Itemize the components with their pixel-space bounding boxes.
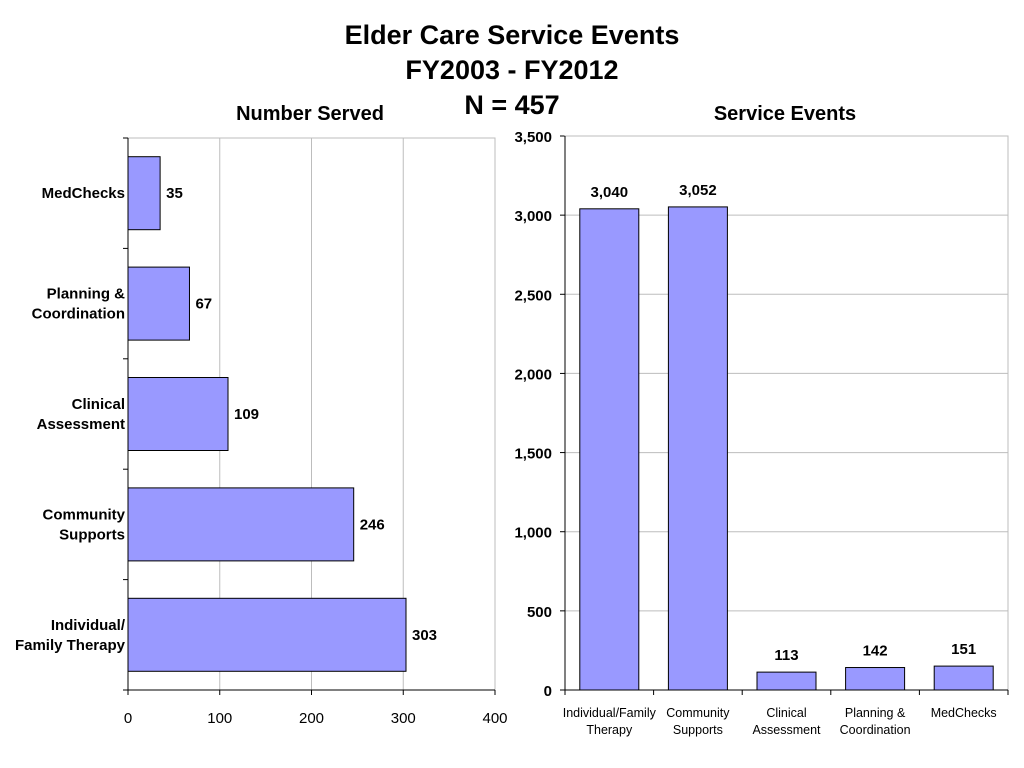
left-bar-value-label: 246 — [360, 516, 385, 533]
right-y-tick-label: 3,500 — [514, 129, 552, 146]
left-category-label: Community Supports — [43, 506, 126, 543]
right-y-tick-label: 1,000 — [514, 525, 552, 542]
right-y-tick-label: 1,500 — [514, 446, 552, 463]
right-bar-value-label: 113 — [774, 647, 798, 664]
left-bar — [127, 597, 407, 672]
right-chart-title: Service Events — [713, 103, 857, 125]
left-category-label: Clinical Assessment — [37, 396, 125, 433]
left-x-tick-label: 300 — [391, 710, 416, 727]
left-bar — [127, 377, 229, 451]
left-category-label: Planning & Coordination — [32, 286, 125, 323]
right-category-label: Clinical Assessment — [752, 706, 821, 737]
right-bar-value-label: 3,052 — [679, 182, 717, 199]
chart-title-line-2: FY2003 - FY2012 — [405, 55, 619, 85]
right-bar-value-label: 3,040 — [591, 184, 629, 201]
right-y-tick-label: 0 — [544, 683, 552, 700]
chart-title-line-1: Elder Care Service Events — [344, 20, 680, 50]
left-bar-value-label: 303 — [412, 627, 437, 644]
right-bar-value-label: 142 — [863, 643, 888, 660]
left-bar-value-label: 67 — [195, 296, 212, 313]
left-bar — [127, 156, 161, 231]
right-y-tick-label: 500 — [527, 604, 552, 621]
right-bar — [756, 671, 817, 691]
right-bar-value-label: 151 — [951, 641, 976, 658]
left-chart-title: Number Served — [236, 103, 384, 125]
right-y-tick-label: 3,000 — [514, 208, 552, 225]
right-category-label: Individual/Family Therapy — [563, 706, 657, 737]
left-category-label: Individual/Family Therapy — [15, 617, 126, 654]
left-bar-value-label: 109 — [234, 406, 259, 423]
left-bar — [127, 487, 355, 562]
right-bar — [667, 206, 728, 691]
right-y-tick-label: 2,500 — [514, 287, 552, 304]
right-category-label: Community Supports — [666, 706, 730, 737]
right-bar — [579, 208, 640, 691]
left-x-tick-label: 100 — [207, 710, 232, 727]
right-bar — [933, 665, 994, 691]
chart-title-line-3: N = 457 — [464, 90, 560, 120]
left-category-label: MedChecks — [42, 185, 125, 202]
right-y-tick-label: 2,000 — [514, 366, 552, 383]
left-x-tick-label: 400 — [482, 710, 507, 727]
left-x-tick-label: 0 — [124, 710, 132, 727]
right-bar — [845, 667, 906, 691]
left-bar-value-label: 35 — [166, 185, 183, 202]
left-bar — [127, 266, 190, 341]
right-category-label: MedChecks — [931, 706, 997, 720]
left-x-tick-label: 200 — [299, 710, 324, 727]
right-category-label: Planning & Coordination — [840, 706, 911, 737]
